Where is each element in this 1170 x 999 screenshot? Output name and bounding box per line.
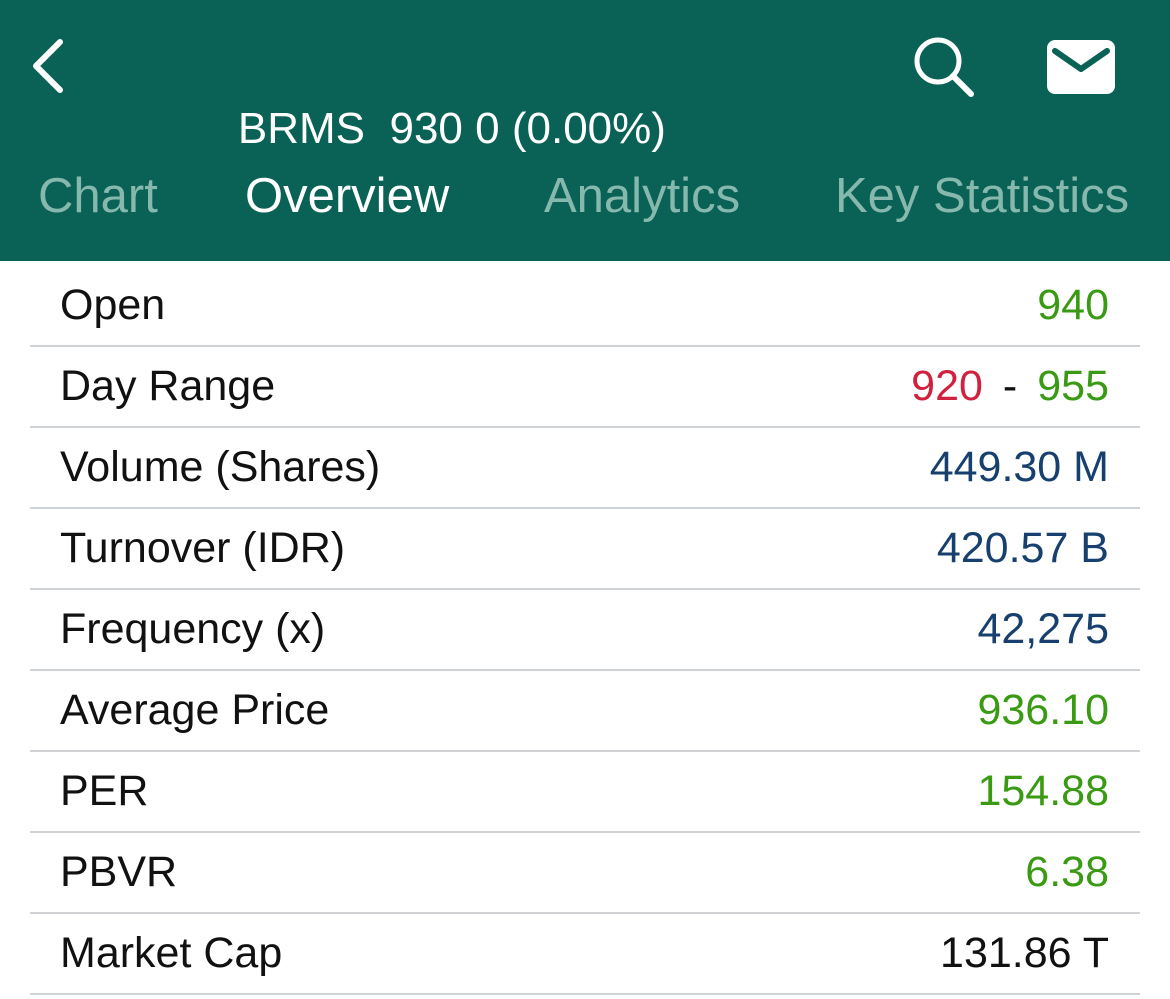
volume-value: 449.30 M	[929, 443, 1109, 491]
pbvr-value: 6.38	[1025, 848, 1109, 896]
row-per: PER 154.88	[30, 752, 1140, 833]
search-icon	[914, 37, 974, 97]
overview-list: Open 940 Day Range 920-955 Volume (Share…	[30, 266, 1140, 995]
row-market-cap: Market Cap 131.86 T	[30, 914, 1140, 995]
frequency-label: Frequency (x)	[60, 605, 326, 653]
row-volume: Volume (Shares) 449.30 M	[30, 428, 1140, 509]
row-open: Open 940	[30, 266, 1140, 347]
stock-symbol: BRMS	[237, 104, 366, 153]
back-button[interactable]	[20, 30, 76, 102]
market-cap-label: Market Cap	[60, 929, 283, 977]
stock-change-percent: (0.00%)	[511, 104, 666, 153]
day-range-separator: -	[1002, 362, 1018, 410]
row-day-range: Day Range 920-955	[30, 347, 1140, 428]
stock-title: BRMS 930 0 (0.00%)	[189, 36, 666, 153]
turnover-label: Turnover (IDR)	[60, 524, 346, 572]
app-header: BRMS 930 0 (0.00%) Chart Overview Analyt…	[0, 0, 1170, 261]
pbvr-label: PBVR	[60, 848, 178, 896]
tab-analytics[interactable]: Analytics	[544, 169, 741, 223]
per-value: 154.88	[977, 767, 1109, 815]
per-label: PER	[60, 767, 149, 815]
row-turnover: Turnover (IDR) 420.57 B	[30, 509, 1140, 590]
turnover-value: 420.57 B	[936, 524, 1109, 572]
tab-bar: Chart Overview Analytics Key Statistics	[0, 160, 1170, 240]
tab-key-statistics[interactable]: Key Statistics	[835, 169, 1130, 223]
frequency-value: 42,275	[977, 605, 1109, 653]
row-frequency: Frequency (x) 42,275	[30, 590, 1140, 671]
search-button[interactable]	[906, 32, 982, 102]
day-range-high: 955	[1037, 362, 1109, 410]
row-average-price: Average Price 936.10	[30, 671, 1140, 752]
day-range-value: 920-955	[911, 347, 1109, 426]
stock-change: 0	[475, 104, 500, 153]
open-label: Open	[60, 281, 166, 329]
market-cap-value: 131.86 T	[940, 929, 1109, 977]
average-price-label: Average Price	[60, 686, 330, 734]
mail-button[interactable]	[1042, 34, 1120, 100]
volume-label: Volume (Shares)	[60, 443, 381, 491]
chevron-left-icon	[33, 39, 63, 93]
tab-chart[interactable]: Chart	[38, 169, 158, 223]
open-value: 940	[1037, 281, 1109, 329]
day-range-low: 920	[911, 362, 983, 410]
day-range-label: Day Range	[60, 362, 276, 410]
tab-overview[interactable]: Overview	[245, 169, 450, 223]
row-pbvr: PBVR 6.38	[30, 833, 1140, 914]
mail-icon	[1047, 40, 1115, 94]
stock-price: 930	[389, 104, 463, 153]
average-price-value: 936.10	[977, 686, 1109, 734]
